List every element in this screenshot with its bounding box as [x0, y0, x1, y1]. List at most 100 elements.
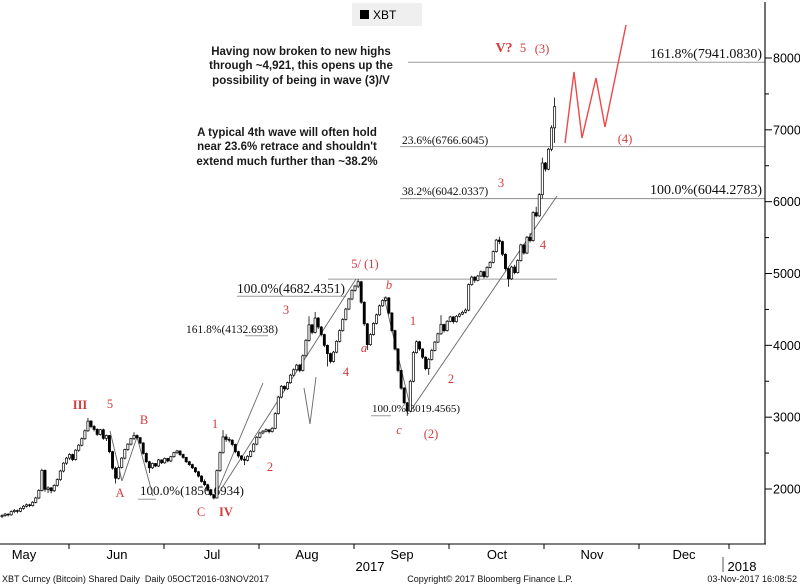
wave-label: 1 — [410, 314, 416, 328]
candle-body — [295, 364, 299, 371]
candle-body — [402, 387, 406, 404]
candle-body — [387, 297, 391, 314]
candle-body — [531, 212, 535, 241]
candle-body — [329, 353, 332, 362]
candle — [473, 276, 477, 283]
candle — [375, 313, 378, 325]
wave-label: c — [396, 423, 402, 437]
candle-body — [107, 435, 111, 452]
candle — [550, 125, 553, 152]
candle — [111, 450, 114, 470]
candle-body — [169, 456, 173, 462]
fib-label: 161.8%(7941.0830) — [650, 47, 762, 62]
candle-body — [522, 244, 526, 254]
candle — [313, 311, 317, 334]
candle-body — [123, 449, 127, 459]
candle — [6, 513, 10, 517]
candle — [387, 297, 391, 315]
candle-body — [301, 355, 305, 371]
wave-label: V? — [495, 41, 512, 56]
candle — [504, 253, 507, 271]
candle — [399, 369, 403, 390]
candle — [154, 462, 157, 468]
candle-body — [249, 450, 253, 457]
candle-body — [424, 356, 428, 370]
candle-body — [49, 487, 53, 492]
candle — [224, 434, 228, 442]
candle — [467, 283, 471, 312]
fib-label: 38.2%(6042.0337) — [402, 186, 488, 198]
candle-body — [332, 351, 336, 362]
candle — [537, 193, 541, 217]
candle-body — [92, 426, 96, 430]
candle-body — [206, 484, 210, 491]
candle — [476, 274, 480, 282]
candle — [390, 312, 394, 333]
candle-body — [534, 212, 538, 217]
candle — [74, 449, 78, 461]
candle-body — [442, 324, 446, 331]
candle-body — [445, 320, 449, 331]
candle-body — [111, 451, 114, 469]
candle-body — [166, 458, 170, 462]
series-legend[interactable]: XBT — [352, 3, 422, 26]
candle — [421, 348, 425, 359]
candle — [304, 339, 308, 357]
candle — [513, 264, 517, 275]
candle-body — [494, 239, 498, 252]
trend-line — [309, 376, 317, 425]
candle-body — [104, 435, 108, 439]
candle-body — [393, 330, 397, 350]
candle — [135, 434, 139, 440]
candle — [258, 431, 262, 439]
candle — [104, 434, 108, 442]
y-axis-label: 5000 — [773, 267, 800, 281]
candle-body — [436, 333, 440, 343]
candle-body — [316, 317, 320, 328]
candle — [40, 468, 44, 492]
candle — [187, 460, 191, 466]
candle — [494, 238, 498, 253]
x-axis-month-label: Jul — [204, 547, 221, 562]
candle — [138, 437, 142, 445]
trend-line — [217, 382, 264, 491]
x-axis-month-label: Nov — [580, 547, 604, 562]
candle — [298, 364, 302, 373]
candle-body — [513, 266, 517, 273]
x-axis-month-label: Jun — [107, 547, 128, 562]
note-line: near 23.6% retrace and shouldn't — [197, 141, 377, 154]
candle-body — [212, 494, 216, 499]
candle — [295, 363, 299, 372]
candle-body — [289, 374, 293, 384]
wave-label: 3 — [498, 176, 504, 190]
wave-label: 5/ (1) — [351, 257, 378, 271]
candle-body — [519, 244, 523, 261]
series-legend-label: XBT — [373, 7, 397, 22]
candle — [249, 450, 253, 458]
candle-body — [485, 267, 489, 278]
candle — [393, 329, 397, 351]
candle — [0, 514, 4, 519]
candle — [292, 368, 296, 377]
candle — [267, 429, 271, 434]
candle-body — [457, 313, 461, 317]
candle — [461, 310, 464, 316]
candle — [485, 266, 489, 278]
candle — [34, 496, 38, 504]
candle — [233, 443, 237, 454]
candle — [18, 507, 22, 513]
candle — [286, 381, 289, 391]
candle-body — [52, 485, 56, 492]
candle — [427, 357, 431, 375]
candle-body — [184, 457, 188, 463]
candle-body — [479, 271, 483, 277]
y-axis-label: 7000 — [773, 123, 800, 137]
candle — [497, 236, 501, 245]
candle-body — [347, 298, 351, 310]
candle — [415, 340, 418, 354]
candle-body — [543, 162, 547, 170]
candle-body — [282, 385, 286, 390]
candle-body — [55, 479, 59, 486]
candle-body — [114, 467, 118, 479]
candle — [540, 157, 544, 199]
